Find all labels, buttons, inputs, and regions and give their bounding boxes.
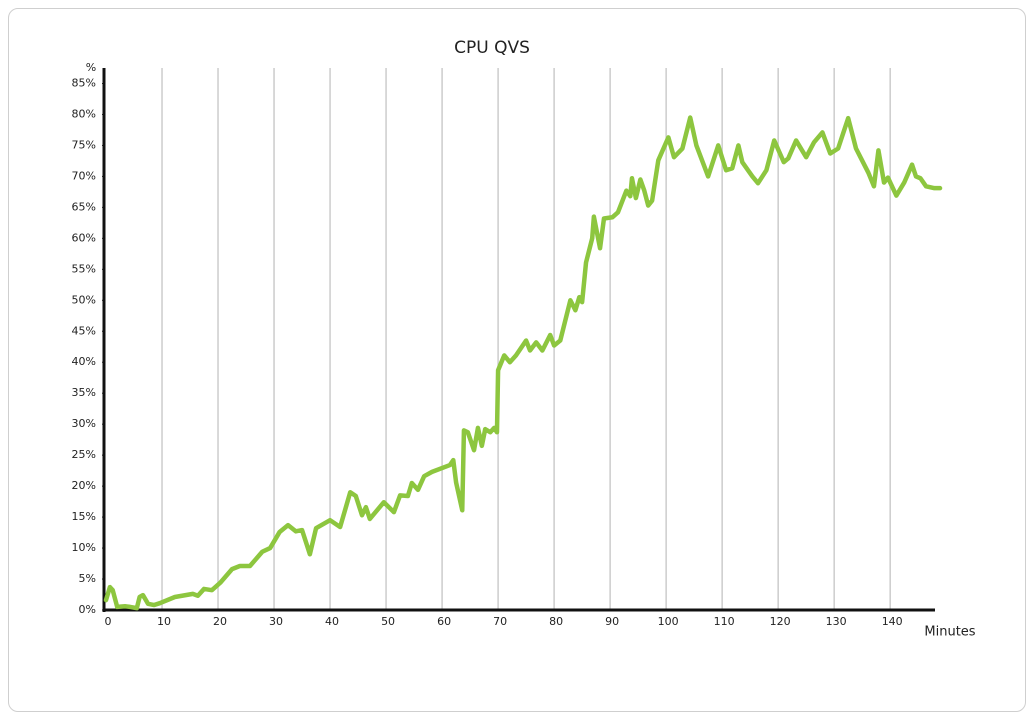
y-tick-label: 15% [72,510,96,523]
y-tick-label: 65% [72,200,96,213]
line [103,115,943,611]
x-tick-label: 110 [714,615,735,628]
y-tick-label: 45% [72,324,96,337]
x-tick-label: 20 [213,615,227,628]
y-tick-label: 50% [72,293,96,306]
x-tick-label: 130 [826,615,847,628]
chart-title: CPU QVS [454,38,530,58]
x-tick-label: 0 [105,615,112,628]
x-tick-label: 140 [882,615,903,628]
x-tick-label: 10 [157,615,171,628]
y-tick-label: 5% [79,572,96,585]
x-tick-label: 80 [549,615,563,628]
x-tick-label: 100 [658,615,679,628]
y-tick-label: 85% [72,76,96,89]
y-tick-label: 0% [79,603,96,616]
x-tick-label: 90 [605,615,619,628]
x-tick-label: 120 [770,615,791,628]
y-tick-label: 10% [72,541,96,554]
y-tick-label: 40% [72,355,96,368]
y-tick-label: 55% [72,262,96,275]
x-axis-label: Minutes [924,625,975,640]
y-axis-label: % [86,61,96,74]
x-tick-label: 70 [493,615,507,628]
y-tick-label: 60% [72,231,96,244]
x-tick-label: 40 [325,615,339,628]
y-tick-label: 25% [72,448,96,461]
y-tick-label: 20% [72,479,96,492]
y-tick-label: 70% [72,169,96,182]
x-tick-label: 30 [269,615,283,628]
x-tick-label: 50 [381,615,395,628]
y-tick-label: 75% [72,138,96,151]
y-tick-label: 35% [72,386,96,399]
y-tick-label: 80% [72,107,96,120]
x-tick-label: 60 [437,615,451,628]
y-tick-label: 30% [72,417,96,430]
